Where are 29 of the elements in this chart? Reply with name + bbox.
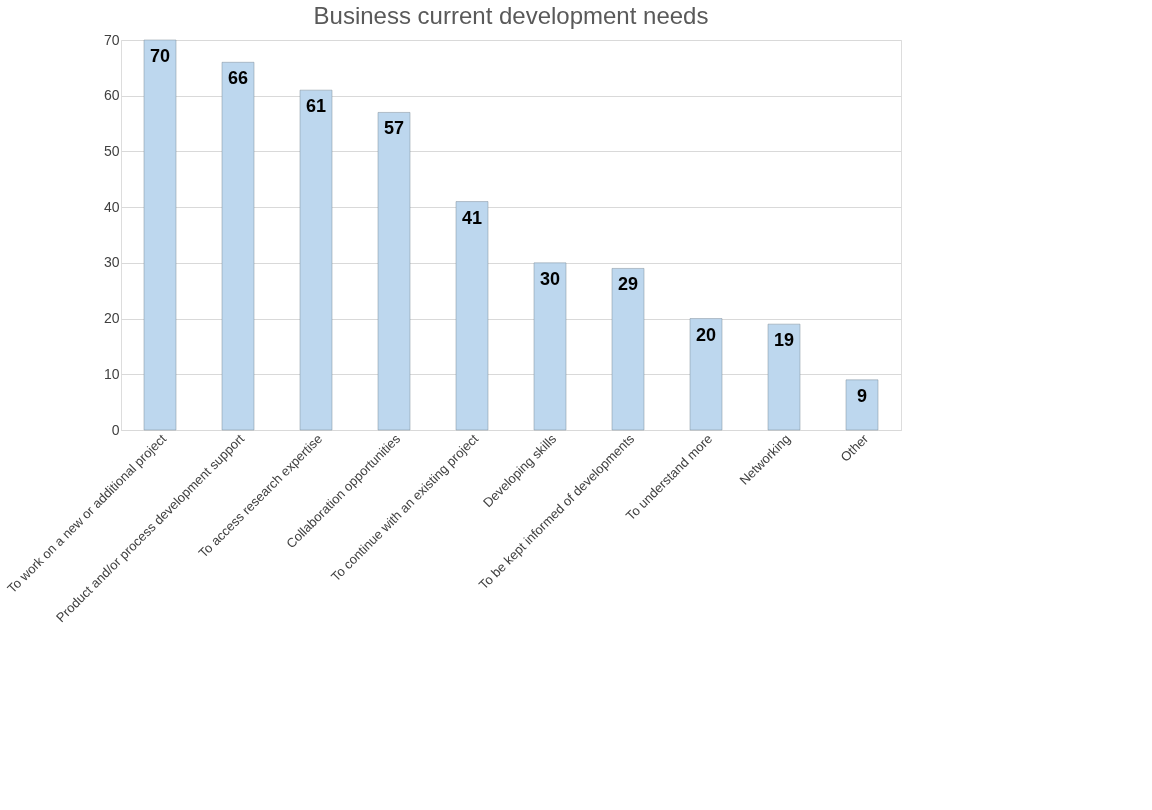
- y-tick-label: 60: [103, 87, 120, 104]
- y-tick-label: 50: [103, 142, 120, 159]
- data-label: 30: [539, 268, 561, 289]
- data-label: 41: [461, 207, 483, 228]
- bar: [377, 112, 411, 431]
- data-label: 20: [695, 324, 717, 345]
- y-tick-label: 10: [103, 365, 120, 382]
- bar: [767, 323, 801, 431]
- bar: [221, 62, 255, 431]
- bar: [689, 318, 723, 431]
- y-tick-label: 40: [103, 198, 120, 215]
- data-label: 70: [149, 46, 171, 66]
- y-tick-label: 30: [103, 254, 120, 271]
- bar: [299, 89, 333, 431]
- data-label: 57: [383, 118, 405, 139]
- data-label: 9: [856, 385, 868, 406]
- data-label: 66: [227, 68, 249, 89]
- y-tick-label: 20: [103, 310, 120, 327]
- data-label: 29: [617, 274, 639, 295]
- bar: [611, 268, 645, 431]
- y-tick-label: 70: [103, 31, 120, 48]
- y-tick-label: 0: [111, 421, 120, 438]
- data-label: 19: [773, 330, 795, 351]
- bar: [143, 39, 177, 431]
- bar: [533, 262, 567, 431]
- data-label: 61: [305, 96, 327, 117]
- bar: [455, 201, 489, 431]
- bar: [845, 379, 879, 431]
- chart-title: Business current development needs: [313, 2, 709, 29]
